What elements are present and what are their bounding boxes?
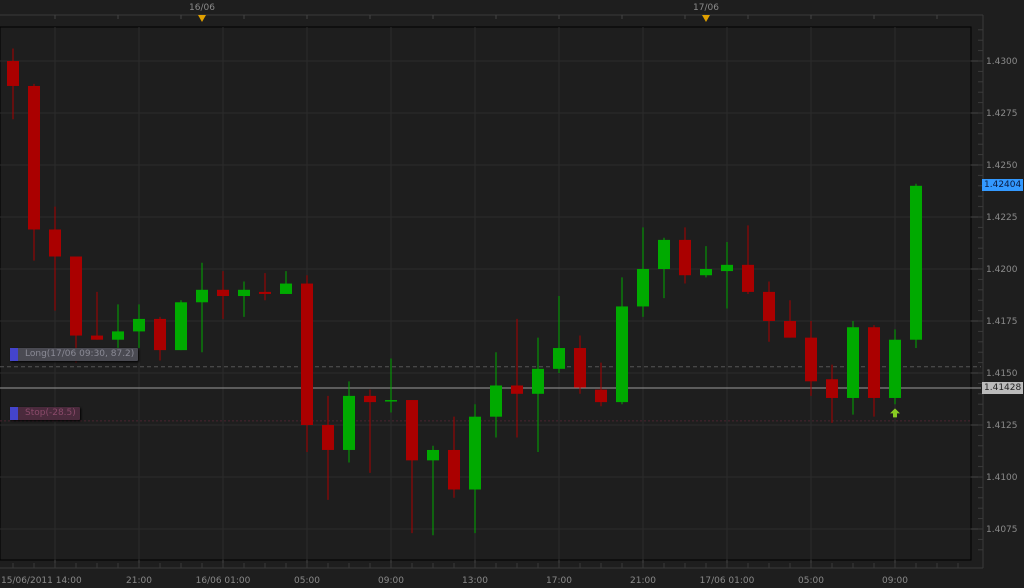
x-tick-label: 09:00	[378, 576, 404, 586]
candle-body-down	[91, 335, 103, 340]
candle-body-down	[217, 289, 229, 297]
candle-body-up	[469, 416, 481, 490]
candle-body-up	[553, 348, 565, 369]
candle-body-down	[784, 321, 796, 338]
x-tick-label: 17:00	[546, 576, 572, 586]
x-tick-label: 05:00	[294, 576, 320, 586]
candle-body-down	[595, 389, 607, 403]
y-tick-label: 1.4125	[986, 421, 1018, 431]
y-tick-label: 1.4175	[986, 317, 1018, 327]
day-marker-label: 17/06	[693, 3, 719, 13]
candle-body-up	[112, 331, 124, 340]
candle-body-down	[259, 291, 271, 294]
y-tick-label: 1.4200	[986, 265, 1018, 275]
x-tick-label: 13:00	[462, 576, 488, 586]
x-tick-label: 15/06/2011 14:00	[1, 576, 82, 586]
stop-label-text: Stop(-28.5)	[25, 408, 76, 418]
x-tick-label: 05:00	[798, 576, 824, 586]
x-tick-label: 17/06 01:00	[700, 576, 755, 586]
y-tick-label: 1.4300	[986, 57, 1018, 67]
y-tick-label: 1.4250	[986, 161, 1018, 171]
candle-body-up	[490, 385, 502, 417]
x-tick-label: 21:00	[630, 576, 656, 586]
stop-color-swatch	[10, 407, 18, 420]
candle-body-down	[7, 61, 19, 86]
stop-order-label[interactable]: Stop(-28.5)	[10, 407, 80, 420]
candle-body-up	[196, 289, 208, 303]
y-tick-label: 1.4100	[986, 473, 1018, 483]
candle-body-down	[868, 327, 880, 398]
candle-body-up	[847, 327, 859, 398]
candle-body-down	[406, 400, 418, 461]
long-color-swatch	[10, 348, 18, 361]
day-marker-label: 16/06	[189, 3, 215, 13]
y-tick-label: 1.4275	[986, 109, 1018, 119]
candle-body-up	[637, 269, 649, 307]
y-tick-label: 1.4075	[986, 525, 1018, 535]
day-marker-triangle	[702, 15, 710, 22]
candle-body-down	[742, 264, 754, 292]
candle-body-down	[763, 291, 775, 321]
plot-frame	[0, 26, 972, 561]
candle-body-down	[364, 395, 376, 403]
candle-body-down	[805, 337, 817, 382]
candle-body-down	[154, 318, 166, 351]
candle-body-up	[133, 318, 145, 332]
candle-body-up	[175, 302, 187, 351]
long-label-text: Long(17/06 09:30, 87.2)	[25, 349, 135, 359]
candle-body-up	[910, 185, 922, 340]
candle-body-down	[448, 449, 460, 490]
candle-body-up	[658, 239, 670, 269]
candle-body-up	[700, 269, 712, 276]
candle-body-down	[574, 348, 586, 388]
candle-body-up	[280, 283, 292, 294]
candle-body-up	[343, 395, 355, 450]
candle-body-up	[616, 306, 628, 403]
candle-body-down	[49, 229, 61, 257]
candle-body-up	[532, 368, 544, 394]
x-tick-label: 09:00	[882, 576, 908, 586]
candle-body-down	[301, 283, 313, 425]
candle-body-down	[70, 256, 82, 336]
candle-body-up	[385, 400, 397, 402]
x-tick-label: 16/06 01:00	[196, 576, 251, 586]
candle-body-down	[322, 425, 334, 450]
candle-body-down	[511, 385, 523, 394]
x-tick-label: 21:00	[126, 576, 152, 586]
long-position-label[interactable]: Long(17/06 09:30, 87.2)	[10, 348, 139, 361]
candle-body-down	[826, 379, 838, 398]
candle-body-up	[721, 264, 733, 272]
day-marker-triangle	[198, 15, 206, 22]
current-price-tag: 1.42404	[982, 179, 1024, 191]
line-price-tag: 1.41428	[982, 382, 1024, 394]
candle-body-up	[889, 339, 901, 398]
candle-body-up	[238, 289, 250, 297]
buy-arrow-icon	[890, 408, 900, 418]
candle-body-up	[427, 449, 439, 461]
candle-body-down	[679, 239, 691, 276]
y-tick-label: 1.4225	[986, 213, 1018, 223]
candle-body-down	[28, 85, 40, 230]
y-tick-label: 1.4150	[986, 369, 1018, 379]
